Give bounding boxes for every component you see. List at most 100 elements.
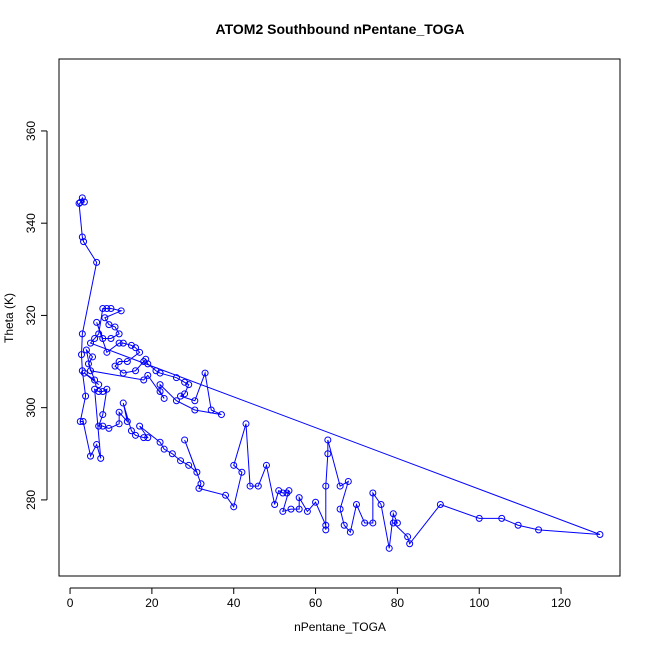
- data-point: [172, 374, 180, 382]
- data-point: [142, 355, 150, 363]
- data-point: [197, 480, 205, 488]
- data-point: [535, 526, 543, 534]
- data-point: [238, 468, 246, 476]
- data-point: [78, 330, 86, 338]
- data-point: [95, 422, 103, 430]
- data-point: [111, 323, 119, 331]
- data-point: [279, 489, 287, 497]
- y-tick-label: 360: [24, 121, 38, 141]
- data-point: [140, 434, 148, 442]
- data-point: [262, 461, 270, 469]
- data-point: [377, 501, 385, 509]
- data-point: [117, 307, 125, 315]
- data-point: [156, 369, 164, 377]
- data-point: [222, 491, 230, 499]
- data-point: [340, 521, 348, 529]
- data-point: [156, 388, 164, 396]
- data-point: [78, 233, 86, 241]
- data-point: [156, 438, 164, 446]
- data-point: [393, 519, 401, 527]
- data-point: [312, 498, 320, 506]
- data-point: [101, 314, 109, 322]
- data-point: [287, 505, 295, 513]
- data-point: [361, 519, 369, 527]
- data-point: [275, 487, 283, 495]
- x-tick-label: 120: [551, 596, 571, 610]
- data-point: [404, 533, 412, 541]
- data-point: [79, 417, 87, 425]
- data-point: [115, 408, 123, 416]
- data-point: [119, 339, 127, 347]
- data-point: [144, 434, 152, 442]
- data-point: [103, 385, 111, 393]
- data-point: [76, 198, 84, 206]
- data-point: [123, 358, 131, 366]
- data-point: [140, 358, 148, 366]
- y-axis-title: Theta (K): [2, 293, 16, 343]
- data-point: [254, 482, 262, 490]
- data-point: [406, 540, 414, 548]
- data-point: [132, 431, 140, 439]
- data-point: [95, 381, 103, 389]
- data-point: [271, 501, 279, 509]
- data-point: [87, 367, 95, 375]
- data-point: [346, 528, 354, 536]
- data-point: [322, 521, 330, 529]
- chart-title: ATOM2 Southbound nPentane_TOGA: [216, 21, 465, 37]
- data-point: [111, 362, 119, 370]
- data-point: [115, 358, 123, 366]
- data-point: [336, 482, 344, 490]
- data-point: [127, 427, 135, 435]
- data-point: [76, 417, 84, 425]
- data-point: [99, 422, 107, 430]
- y-tick-label: 280: [24, 490, 38, 510]
- data-point: [136, 348, 144, 356]
- data-point: [217, 411, 225, 419]
- data-point: [230, 503, 238, 511]
- data-point: [87, 339, 95, 347]
- data-point: [369, 489, 377, 497]
- data-point: [107, 334, 115, 342]
- data-point: [385, 544, 393, 552]
- data-point: [160, 445, 168, 453]
- data-point: [195, 484, 203, 492]
- data-point: [80, 369, 88, 377]
- data-point: [352, 501, 360, 509]
- data-point: [115, 339, 123, 347]
- data-point: [324, 436, 332, 444]
- x-tick-label: 40: [227, 596, 241, 610]
- data-point: [144, 360, 152, 368]
- data-point: [193, 468, 201, 476]
- data-point: [279, 507, 287, 515]
- data-point: [475, 514, 483, 522]
- data-point: [123, 417, 131, 425]
- data-point: [78, 351, 86, 359]
- data-point: [242, 420, 250, 428]
- data-point: [514, 521, 522, 529]
- data-point: [230, 461, 238, 469]
- data-point: [295, 505, 303, 513]
- data-point: [119, 399, 127, 407]
- data-point: [80, 238, 88, 246]
- data-point: [596, 530, 604, 538]
- data-point: [127, 341, 135, 349]
- data-point: [324, 450, 332, 458]
- data-point: [295, 494, 303, 502]
- data-point: [95, 388, 103, 396]
- data-point: [103, 305, 111, 313]
- data-point: [181, 378, 189, 386]
- data-point: [119, 369, 127, 377]
- data-point: [389, 510, 397, 518]
- x-tick-label: 20: [145, 596, 159, 610]
- data-point: [191, 406, 199, 414]
- data-point: [99, 411, 107, 419]
- x-tick-label: 80: [391, 596, 405, 610]
- data-point: [91, 385, 99, 393]
- y-tick-label: 340: [24, 213, 38, 233]
- data-point: [160, 394, 168, 402]
- data-point: [115, 330, 123, 338]
- y-tick-label: 320: [24, 305, 38, 325]
- data-point: [75, 199, 83, 207]
- data-point: [105, 321, 113, 329]
